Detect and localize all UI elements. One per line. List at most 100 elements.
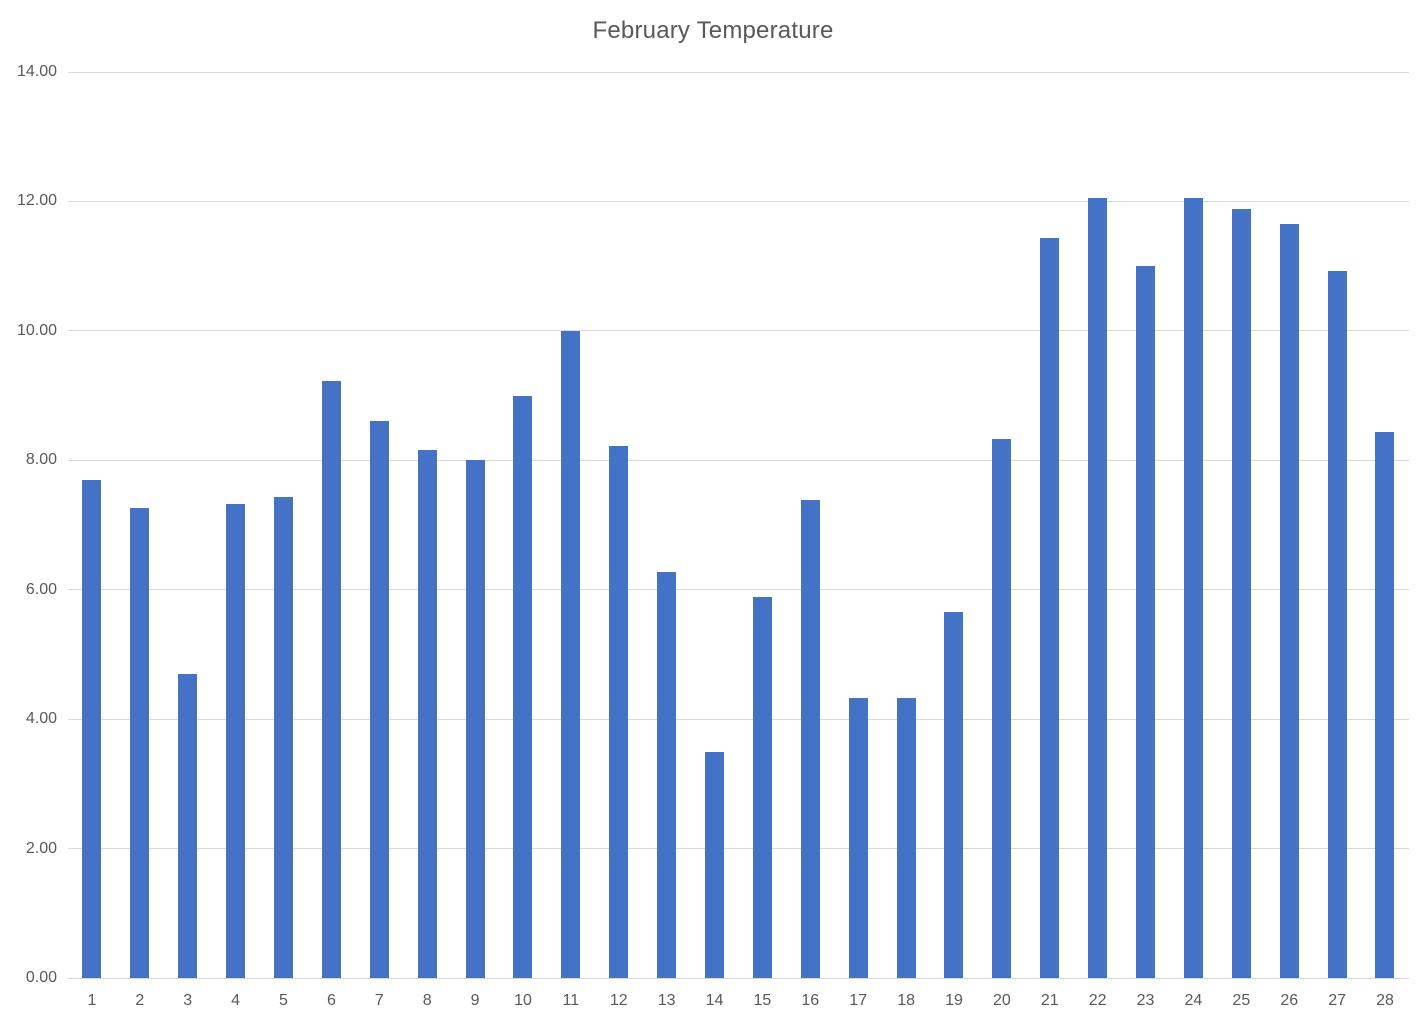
bar-slot-4 (212, 72, 260, 978)
bar-day-3 (178, 673, 198, 978)
bar-slot-16 (786, 72, 834, 978)
x-tick-label-26: 26 (1280, 992, 1299, 1009)
bar-day-16 (800, 499, 820, 978)
bar-day-25 (1231, 209, 1251, 978)
bar-slot-14 (691, 72, 739, 978)
bar-slot-15 (738, 72, 786, 978)
x-tick-label-3: 3 (183, 992, 193, 1009)
x-tick-label-7: 7 (374, 992, 384, 1009)
y-tick-label-8.00: 8.00 (25, 451, 57, 469)
gridline-4 (68, 718, 1409, 720)
bar-slot-21 (1026, 72, 1074, 978)
bar-day-23 (1136, 266, 1156, 978)
x-tick-label-8: 8 (422, 992, 432, 1009)
bar-slot-7 (355, 72, 403, 978)
y-tick-label-4.00: 4.00 (25, 710, 57, 728)
bar-slot-25 (1217, 72, 1265, 978)
gridline-6 (68, 589, 1409, 591)
bar-slot-17 (834, 72, 882, 978)
x-tick-label-21: 21 (1040, 992, 1059, 1009)
x-axis-tick-labels: 1 2 3 4 5 6 7 8 9 10 11 12 13 14 15 16 17 18 19 20 21 22 23 24 2… (68, 985, 1409, 1010)
bar-day-1 (82, 479, 102, 978)
bar-day-17 (848, 698, 868, 978)
x-tick-label-22: 22 (1088, 992, 1107, 1009)
bar-day-9 (465, 460, 485, 978)
x-tick-label-20: 20 (992, 992, 1011, 1009)
bar-slot-6 (307, 72, 355, 978)
x-tick-label-24: 24 (1184, 992, 1203, 1009)
x-tick-label-28: 28 (1376, 992, 1394, 1009)
bar-day-28 (1375, 432, 1395, 978)
bar-slot-27 (1313, 72, 1361, 978)
bar-slot-18 (882, 72, 930, 978)
bar-day-4 (226, 504, 246, 978)
bar-slot-13 (643, 72, 691, 978)
bar-day-26 (1279, 224, 1299, 978)
bar-slot-10 (499, 72, 547, 978)
bar-slot-26 (1265, 72, 1313, 978)
bar-day-27 (1327, 270, 1347, 978)
bar-day-15 (752, 596, 772, 978)
gridline-12 (68, 200, 1409, 202)
x-tick-label-25: 25 (1232, 992, 1251, 1009)
bar-day-11 (561, 330, 581, 978)
bar-day-12 (609, 446, 629, 978)
x-tick-label-9: 9 (470, 992, 480, 1009)
bar-slot-12 (595, 72, 643, 978)
x-tick-label-12: 12 (609, 992, 628, 1009)
y-tick-label-12.00: 12.00 (16, 192, 57, 210)
bar-day-7 (369, 420, 389, 978)
bar-day-10 (513, 395, 533, 978)
x-tick-label-16: 16 (801, 992, 820, 1009)
bar-slot-5 (260, 72, 308, 978)
x-tick-label-23: 23 (1136, 992, 1155, 1009)
y-axis-tick-labels: 0.00 2.00 4.00 6.00 8.00 10.00 12.00 14.00 (0, 63, 57, 986)
bar-day-24 (1183, 198, 1203, 978)
bar-slot-23 (1122, 72, 1170, 978)
x-tick-label-6: 6 (326, 992, 336, 1009)
x-tick-label-4: 4 (231, 992, 241, 1009)
x-tick-label-15: 15 (753, 992, 772, 1009)
gridline-2 (68, 848, 1409, 850)
bar-day-6 (321, 381, 341, 978)
bar-slot-9 (451, 72, 499, 978)
x-tick-label-18: 18 (897, 992, 915, 1009)
bar-day-19 (944, 611, 964, 978)
gridline-10 (68, 330, 1409, 332)
gridline-14 (68, 71, 1409, 73)
bar-day-13 (657, 572, 677, 978)
y-tick-label-14.00: 14.00 (16, 63, 57, 80)
bar-slot-8 (403, 72, 451, 978)
bar-slot-3 (164, 72, 212, 978)
x-tick-label-2: 2 (135, 992, 145, 1009)
bar-day-8 (417, 449, 437, 978)
bar-slot-11 (547, 72, 595, 978)
gridline-8 (68, 459, 1409, 461)
plot-area (68, 71, 1409, 979)
bar-day-2 (130, 507, 150, 978)
y-tick-label-2.00: 2.00 (25, 839, 57, 857)
y-tick-label-0.00: 0.00 (25, 969, 57, 986)
x-tick-label-14: 14 (705, 992, 724, 1009)
bar-slot-22 (1074, 72, 1122, 978)
bar-day-20 (992, 438, 1012, 978)
y-tick-label-10.00: 10.00 (16, 321, 57, 339)
bar-slot-24 (1169, 72, 1217, 978)
x-tick-label-1: 1 (87, 992, 97, 1009)
bar-slot-28 (1361, 72, 1409, 978)
bar-slot-1 (68, 72, 116, 978)
bar-slot-2 (116, 72, 164, 978)
bar-series (68, 72, 1409, 978)
y-tick-label-6.00: 6.00 (25, 580, 57, 598)
bar-slot-20 (978, 72, 1026, 978)
bar-day-22 (1088, 198, 1108, 978)
bar-day-5 (274, 497, 293, 978)
x-tick-label-13: 13 (657, 992, 676, 1009)
x-tick-label-10: 10 (514, 992, 532, 1009)
x-tick-label-27: 27 (1328, 992, 1346, 1009)
bar-day-14 (705, 751, 725, 978)
chart-title: February Temperature (592, 17, 834, 44)
bar-day-21 (1040, 238, 1060, 978)
x-tick-label-17: 17 (849, 992, 868, 1009)
